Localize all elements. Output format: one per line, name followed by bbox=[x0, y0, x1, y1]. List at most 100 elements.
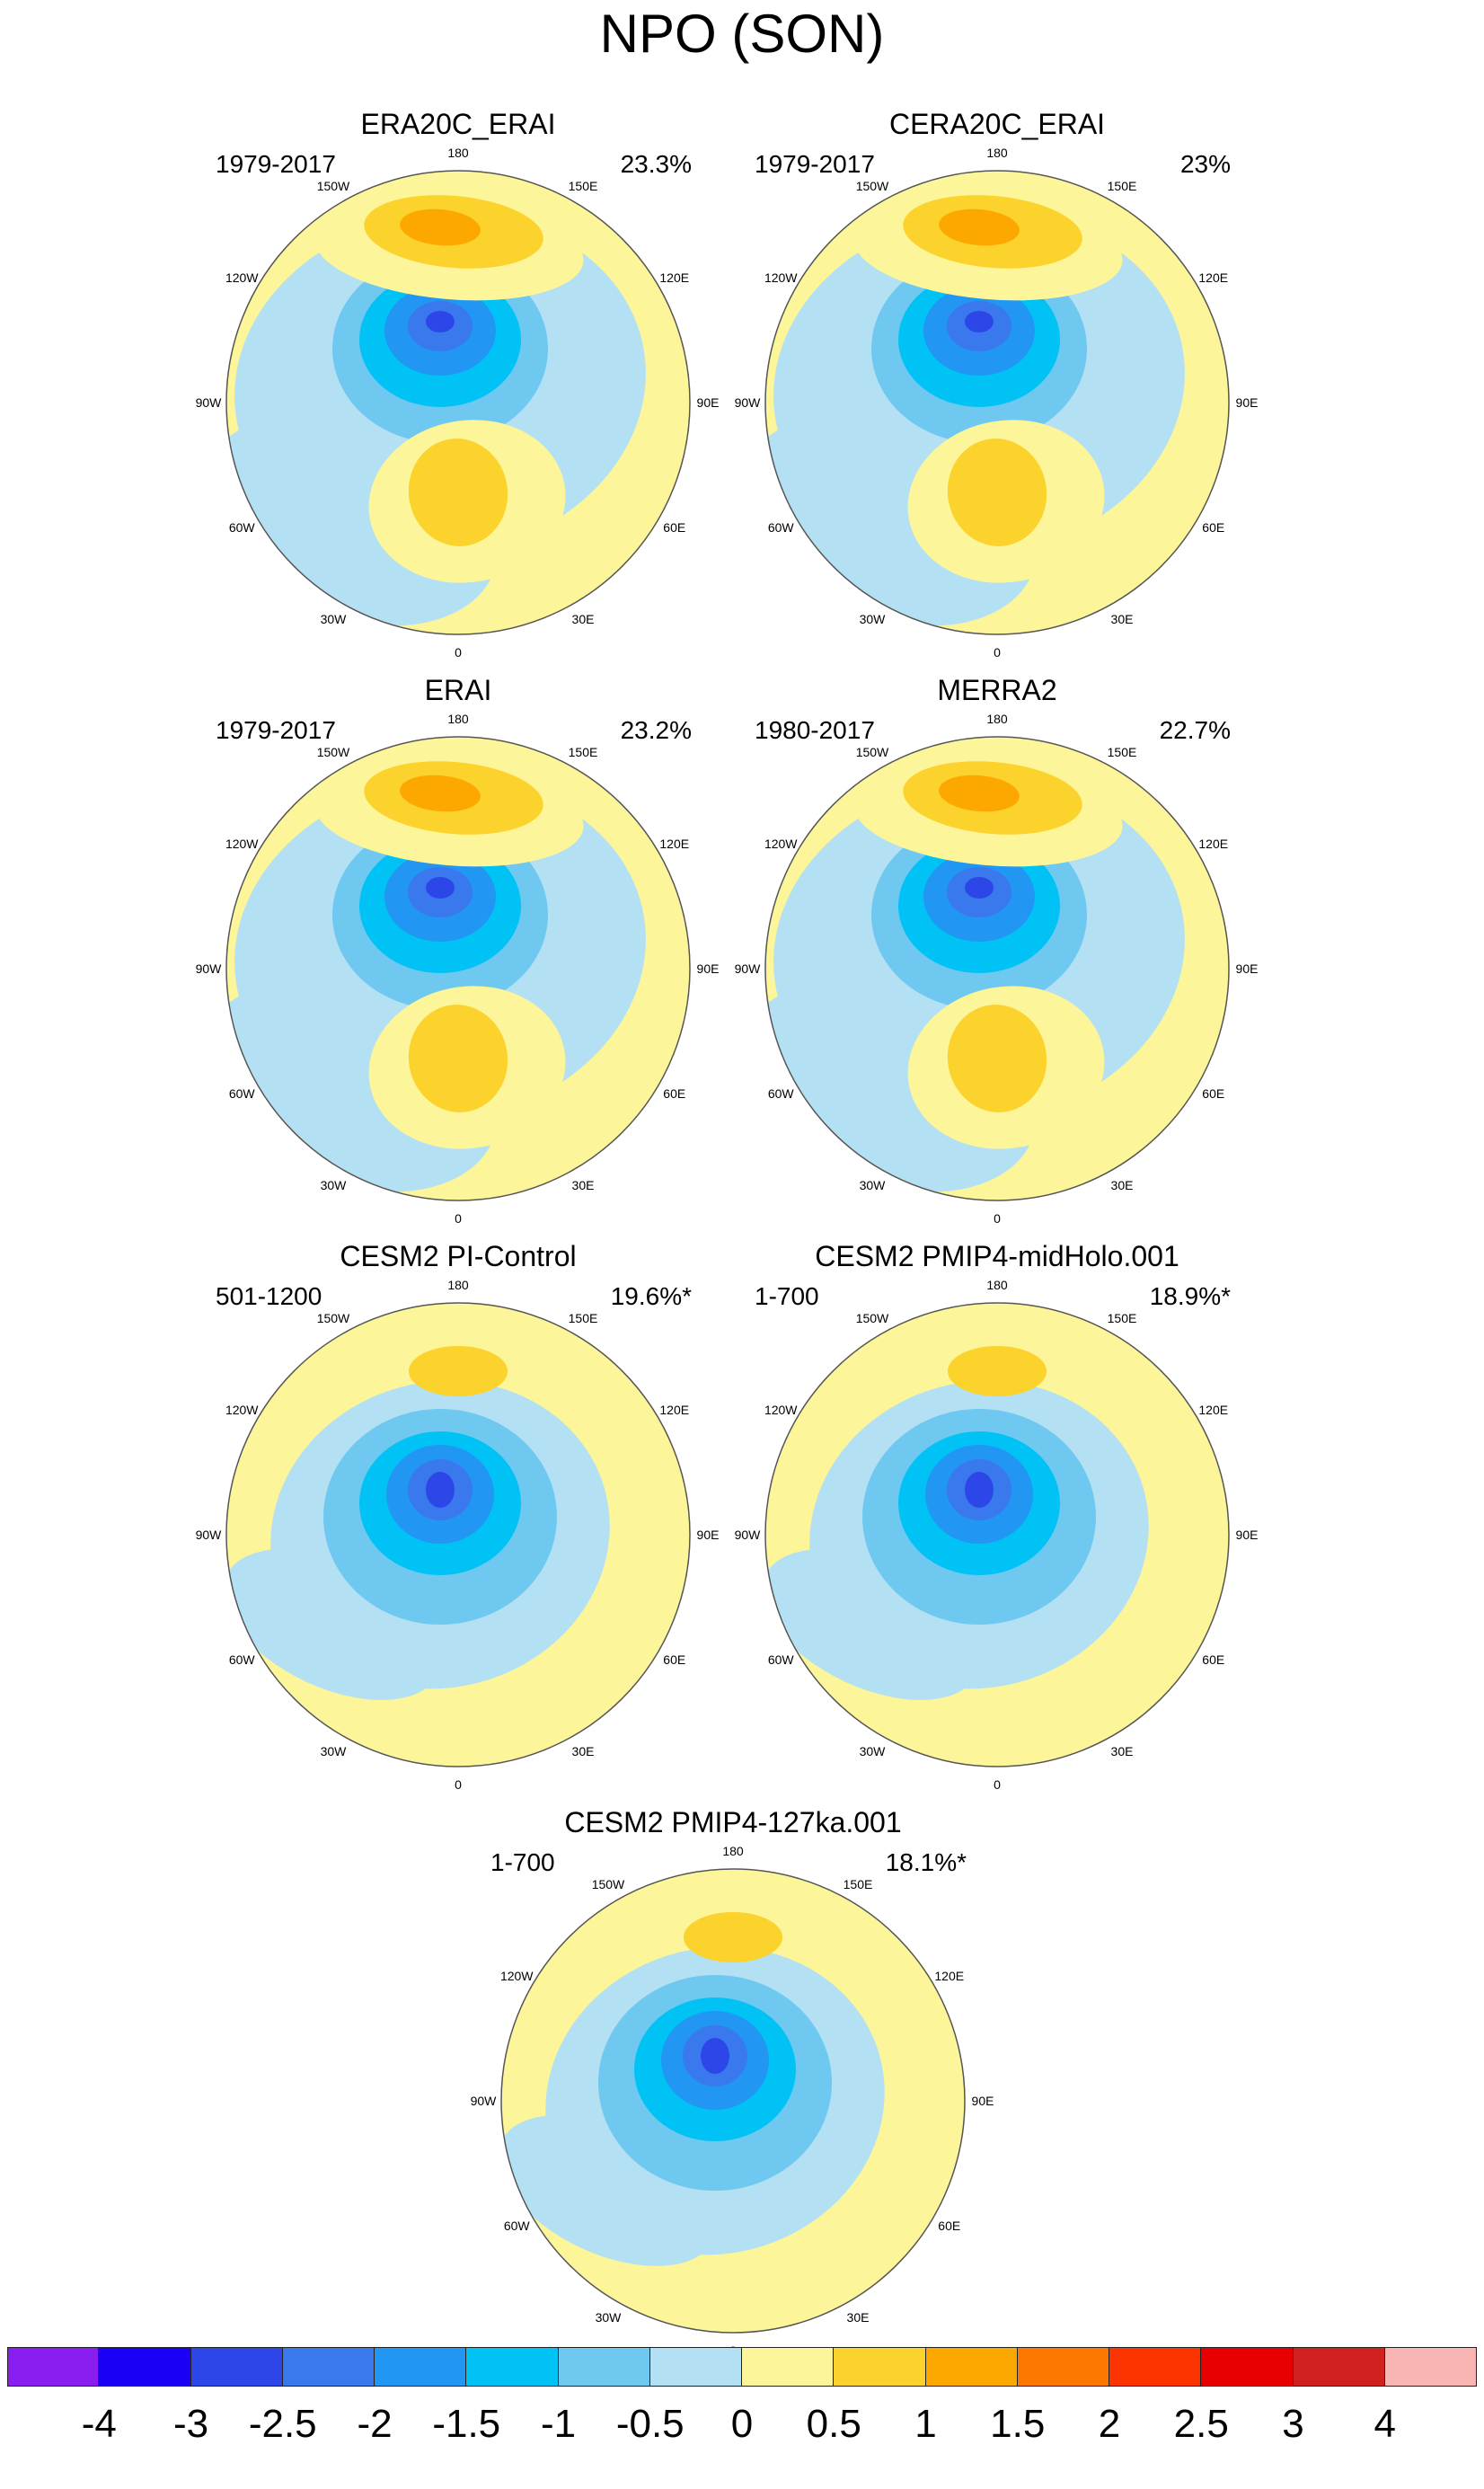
longitude-label: 90E bbox=[697, 961, 720, 976]
positive-anomaly-shading bbox=[939, 208, 1020, 246]
longitude-label: 150W bbox=[317, 1311, 350, 1325]
longitude-label: 60E bbox=[663, 520, 685, 535]
page-title: NPO (SON) bbox=[599, 4, 885, 64]
longitude-label: 30W bbox=[596, 2310, 623, 2325]
colorbar-swatch bbox=[1201, 2347, 1294, 2387]
longitude-label: 120E bbox=[1198, 837, 1228, 851]
panel-period: 1979-2017 bbox=[755, 150, 875, 178]
longitude-label: 150E bbox=[1108, 1311, 1137, 1325]
longitude-label: 60E bbox=[1202, 1652, 1224, 1667]
colorbar-swatch bbox=[925, 2347, 1018, 2387]
longitude-label: 90E bbox=[697, 1528, 720, 1542]
colorbar-label: 3 bbox=[1282, 2402, 1304, 2446]
panel-percent: 23.3% bbox=[620, 150, 692, 178]
negative-anomaly-shading bbox=[426, 877, 455, 899]
longitude-label: 120E bbox=[1198, 1403, 1228, 1417]
positive-anomaly-shading bbox=[408, 438, 508, 546]
negative-anomaly-shading bbox=[965, 1472, 994, 1508]
positive-anomaly-shading bbox=[948, 1346, 1047, 1396]
longitude-label: 150E bbox=[1108, 745, 1137, 759]
longitude-label: 0 bbox=[994, 1777, 1001, 1792]
longitude-label: 60E bbox=[938, 2219, 960, 2233]
negative-anomaly-shading bbox=[965, 311, 994, 332]
longitude-label: 30W bbox=[860, 612, 887, 626]
map-panel: MERRA2 1980-2017 22.7% 180 150E 120E 90E 60E 30E… bbox=[710, 672, 1285, 1238]
longitude-label: 30W bbox=[321, 612, 348, 626]
colorbar-swatch bbox=[375, 2347, 467, 2387]
colorbar-swatch bbox=[99, 2347, 191, 2387]
longitude-label: 90W bbox=[735, 961, 762, 976]
map-boundary bbox=[500, 1868, 966, 2334]
longitude-label: 30W bbox=[860, 1744, 887, 1758]
panel-period: 1980-2017 bbox=[755, 716, 875, 744]
colorbar-label: -4 bbox=[81, 2402, 117, 2446]
longitude-label: 180 bbox=[447, 712, 469, 726]
positive-anomaly-shading bbox=[939, 775, 1020, 812]
longitude-label: 150E bbox=[569, 1311, 598, 1325]
longitude-label: 120W bbox=[764, 1403, 798, 1417]
longitude-label: 150E bbox=[569, 179, 598, 193]
map-panel: ERA20C_ERAI 1979-2017 23.3% 180 150E 120E 90E 6… bbox=[171, 106, 746, 672]
longitude-label: 90E bbox=[1236, 395, 1259, 410]
colorbar-swatch bbox=[742, 2347, 835, 2387]
panel-percent: 19.6%* bbox=[610, 1282, 692, 1310]
map-panel: ERAI 1979-2017 23.2% 180 150E 120E 90E 60E 30E 0 3… bbox=[171, 672, 746, 1238]
longitude-label: 30E bbox=[572, 612, 595, 626]
longitude-label: 60E bbox=[663, 1086, 685, 1101]
colorbar-swatch bbox=[7, 2347, 100, 2387]
panel-period: 1979-2017 bbox=[216, 716, 336, 744]
panel-title: CESM2 PMIP4-127ka.001 bbox=[564, 1806, 902, 1838]
longitude-label: 30E bbox=[1111, 612, 1134, 626]
positive-anomaly-shading bbox=[684, 1912, 782, 1962]
colorbar-swatch bbox=[558, 2347, 650, 2387]
longitude-label: 0 bbox=[455, 1211, 462, 1226]
longitude-label: 180 bbox=[722, 1844, 744, 1858]
longitude-label: 120E bbox=[659, 1403, 689, 1417]
longitude-label: 150W bbox=[317, 179, 350, 193]
longitude-label: 150W bbox=[856, 745, 889, 759]
longitude-label: 90W bbox=[196, 395, 223, 410]
colorbar-swatch bbox=[1384, 2347, 1477, 2387]
longitude-label: 60E bbox=[1202, 1086, 1224, 1101]
positive-anomaly-shading bbox=[409, 1346, 508, 1396]
colorbar-swatch bbox=[466, 2347, 559, 2387]
longitude-label: 60E bbox=[1202, 520, 1224, 535]
longitude-label: 30E bbox=[572, 1178, 595, 1192]
longitude-label: 120W bbox=[500, 1969, 534, 1983]
longitude-label: 90E bbox=[1236, 961, 1259, 976]
longitude-label: 180 bbox=[986, 146, 1008, 160]
longitude-label: 30E bbox=[847, 2310, 870, 2325]
colorbar-label: 4 bbox=[1374, 2402, 1396, 2446]
map-boundary bbox=[225, 170, 691, 635]
map-boundary bbox=[225, 1302, 691, 1767]
longitude-label: 60W bbox=[768, 1086, 795, 1101]
panel-period: 501-1200 bbox=[216, 1282, 322, 1310]
colorbar-swatch bbox=[1293, 2347, 1385, 2387]
longitude-label: 120E bbox=[1198, 270, 1228, 285]
longitude-label: 180 bbox=[447, 146, 469, 160]
longitude-label: 120W bbox=[225, 837, 259, 851]
longitude-label: 60W bbox=[229, 1086, 256, 1101]
longitude-label: 180 bbox=[986, 1278, 1008, 1292]
longitude-label: 120E bbox=[659, 837, 689, 851]
longitude-label: 60W bbox=[229, 1652, 256, 1667]
colorbar-swatch bbox=[282, 2347, 375, 2387]
panel-period: 1-700 bbox=[755, 1282, 819, 1310]
longitude-label: 150W bbox=[592, 1877, 625, 1891]
colorbar-swatch bbox=[1109, 2347, 1202, 2387]
longitude-label: 30W bbox=[321, 1178, 348, 1192]
longitude-label: 60W bbox=[504, 2219, 531, 2233]
map-panel: CESM2 PMIP4-midHolo.001 1-700 18.9%* 180 150… bbox=[710, 1238, 1285, 1804]
positive-anomaly-shading bbox=[947, 438, 1047, 546]
colorbar-label: -2.5 bbox=[248, 2402, 317, 2446]
colorbar-label: -0.5 bbox=[615, 2402, 685, 2446]
longitude-label: 150W bbox=[856, 179, 889, 193]
longitude-label: 30E bbox=[1111, 1744, 1134, 1758]
longitude-label: 0 bbox=[994, 1211, 1001, 1226]
longitude-label: 150W bbox=[856, 1311, 889, 1325]
